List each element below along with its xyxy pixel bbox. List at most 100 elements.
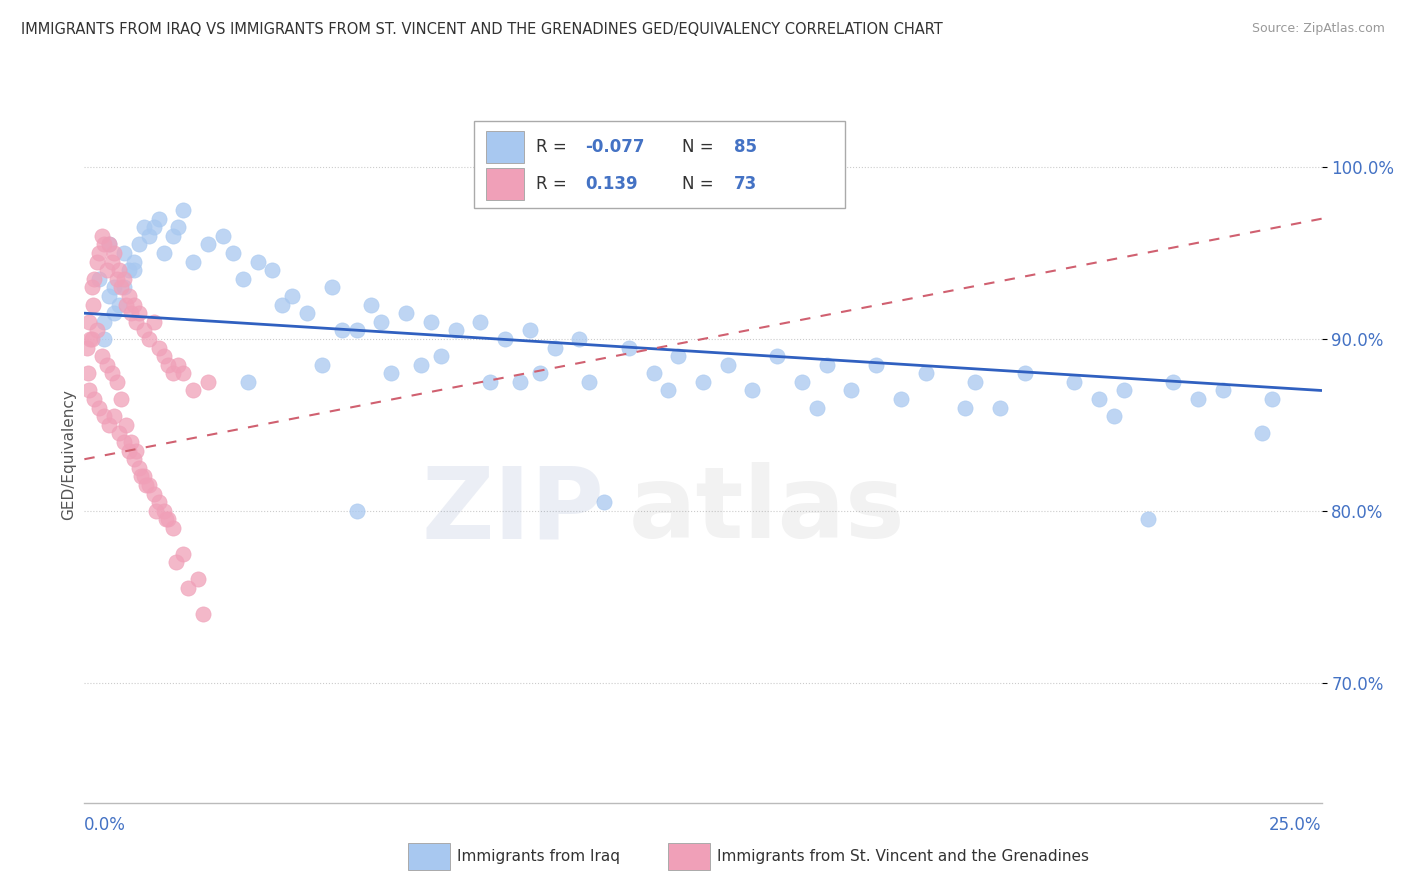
Point xyxy=(128,237,150,252)
Point xyxy=(96,263,118,277)
Point xyxy=(115,417,138,432)
Text: R =: R = xyxy=(536,137,567,156)
Point xyxy=(346,323,368,337)
Point xyxy=(172,547,194,561)
Point xyxy=(125,443,148,458)
Point xyxy=(988,401,1011,415)
Point xyxy=(479,375,502,389)
Point xyxy=(122,452,145,467)
Text: 73: 73 xyxy=(734,175,758,193)
Point xyxy=(80,332,103,346)
Point xyxy=(815,358,838,372)
Point xyxy=(311,358,333,372)
Point xyxy=(132,323,155,337)
Point xyxy=(529,367,551,381)
Point xyxy=(181,254,204,268)
Point xyxy=(125,315,148,329)
Point xyxy=(790,375,813,389)
Point xyxy=(1187,392,1209,406)
Text: IMMIGRANTS FROM IRAQ VS IMMIGRANTS FROM ST. VINCENT AND THE GRENADINES GED/EQUIV: IMMIGRANTS FROM IRAQ VS IMMIGRANTS FROM … xyxy=(21,22,943,37)
Point xyxy=(246,254,269,268)
Point xyxy=(955,401,977,415)
Text: 0.0%: 0.0% xyxy=(84,816,127,834)
Point xyxy=(330,323,353,337)
Point xyxy=(167,358,190,372)
Point xyxy=(470,315,492,329)
Point xyxy=(112,272,135,286)
Point xyxy=(617,341,640,355)
Point xyxy=(122,263,145,277)
Point xyxy=(360,297,382,311)
Point xyxy=(89,401,111,415)
Point xyxy=(152,246,174,260)
Point xyxy=(105,272,128,286)
Point xyxy=(419,315,441,329)
Point xyxy=(965,375,987,389)
Point xyxy=(741,384,763,398)
Point xyxy=(152,504,174,518)
Point xyxy=(86,254,108,268)
Text: Immigrants from Iraq: Immigrants from Iraq xyxy=(457,849,620,863)
Point xyxy=(80,280,103,294)
Point xyxy=(568,332,591,346)
Point xyxy=(890,392,912,406)
Point xyxy=(157,512,180,526)
Point xyxy=(110,392,132,406)
Point xyxy=(543,341,565,355)
Point xyxy=(138,478,160,492)
Point xyxy=(177,581,200,595)
Point xyxy=(93,332,115,346)
Y-axis label: GED/Equivalency: GED/Equivalency xyxy=(60,390,76,520)
Point xyxy=(181,384,204,398)
Point xyxy=(429,349,451,363)
Point xyxy=(321,280,343,294)
Text: atlas: atlas xyxy=(628,462,905,559)
Point xyxy=(152,349,174,363)
Text: Source: ZipAtlas.com: Source: ZipAtlas.com xyxy=(1251,22,1385,36)
Point xyxy=(135,478,157,492)
Point xyxy=(129,469,152,483)
Point xyxy=(89,272,111,286)
Point xyxy=(118,263,141,277)
Point xyxy=(172,367,194,381)
Point xyxy=(79,384,101,398)
Point xyxy=(103,280,125,294)
Text: R =: R = xyxy=(536,175,567,193)
Point xyxy=(236,375,259,389)
Point xyxy=(380,367,402,381)
Point xyxy=(108,263,131,277)
Point xyxy=(122,297,145,311)
Point xyxy=(90,349,112,363)
Point xyxy=(100,367,122,381)
Point xyxy=(232,272,254,286)
Point xyxy=(108,426,131,441)
Point xyxy=(444,323,467,337)
Point xyxy=(96,358,118,372)
Text: ZIP: ZIP xyxy=(422,462,605,559)
Point xyxy=(914,367,936,381)
Point xyxy=(132,469,155,483)
Point xyxy=(519,323,541,337)
Point xyxy=(98,289,121,303)
Point xyxy=(370,315,392,329)
Point xyxy=(657,384,679,398)
Text: 85: 85 xyxy=(734,137,756,156)
Point xyxy=(295,306,318,320)
Point xyxy=(77,367,100,381)
Text: N =: N = xyxy=(682,137,714,156)
Point xyxy=(346,504,368,518)
Point xyxy=(395,306,418,320)
Point xyxy=(79,332,101,346)
Text: N =: N = xyxy=(682,175,714,193)
Point xyxy=(138,332,160,346)
Point xyxy=(110,280,132,294)
Point xyxy=(1251,426,1274,441)
Point xyxy=(103,246,125,260)
Point xyxy=(138,228,160,243)
Point xyxy=(93,409,115,424)
Point xyxy=(108,297,131,311)
Point xyxy=(112,246,135,260)
Point xyxy=(222,246,245,260)
Point xyxy=(118,443,141,458)
Point xyxy=(103,306,125,320)
